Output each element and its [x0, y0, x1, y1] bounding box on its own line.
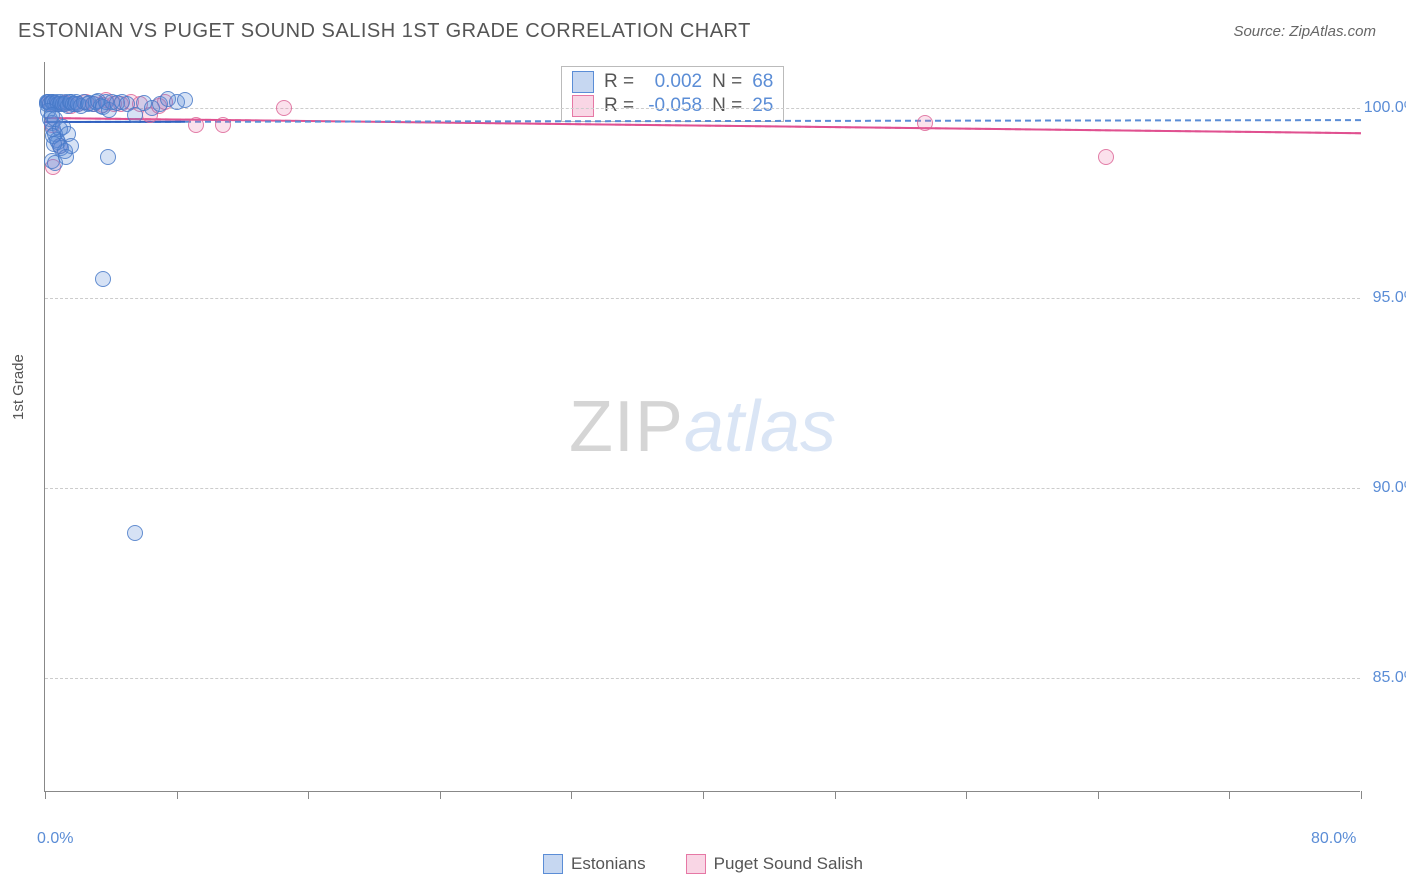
gridline [45, 298, 1360, 299]
n-value-puget: 25 [752, 95, 773, 117]
y-tick-label: 85.0% [1373, 669, 1406, 687]
watermark-atlas: atlas [684, 387, 836, 467]
gridline [45, 678, 1360, 679]
data-point [58, 149, 74, 165]
data-point [917, 115, 933, 131]
data-point [276, 100, 292, 116]
x-tick [1098, 791, 1099, 799]
gridline [45, 488, 1360, 489]
x-tick [45, 791, 46, 799]
x-tick [1361, 791, 1362, 799]
data-point [100, 149, 116, 165]
chart-plot-area: ZIPatlas R = 0.002 N = 68 R = -0.058 N =… [44, 62, 1360, 792]
r-value-estonians: 0.002 [644, 71, 702, 93]
data-point [1098, 149, 1114, 165]
y-tick-label: 100.0% [1364, 99, 1406, 117]
r-label: R = [604, 71, 634, 93]
n-value-estonians: 68 [752, 71, 773, 93]
legend-label-estonians: Estonians [571, 854, 646, 874]
r-label: R = [604, 95, 634, 117]
source-label: Source: ZipAtlas.com [1233, 23, 1376, 40]
legend-item-puget: Puget Sound Salish [686, 854, 863, 874]
swatch-blue-icon [572, 71, 594, 93]
n-label: N = [712, 71, 742, 93]
x-tick [177, 791, 178, 799]
data-point [177, 92, 193, 108]
stats-legend: R = 0.002 N = 68 R = -0.058 N = 25 [561, 66, 784, 122]
swatch-pink-icon [572, 95, 594, 117]
y-tick-label: 90.0% [1373, 479, 1406, 497]
x-tick [571, 791, 572, 799]
stats-row-puget: R = -0.058 N = 25 [572, 95, 773, 117]
chart-title: ESTONIAN VS PUGET SOUND SALISH 1ST GRADE… [18, 20, 751, 43]
x-tick [440, 791, 441, 799]
legend-swatch-pink-icon [686, 854, 706, 874]
data-point [188, 117, 204, 133]
data-point [95, 271, 111, 287]
legend-label-puget: Puget Sound Salish [714, 854, 863, 874]
y-tick-label: 95.0% [1373, 289, 1406, 307]
r-value-puget: -0.058 [644, 95, 702, 117]
watermark-zip: ZIP [569, 387, 684, 467]
legend-swatch-blue-icon [543, 854, 563, 874]
gridline [45, 108, 1360, 109]
watermark: ZIPatlas [569, 386, 836, 468]
x-tick [835, 791, 836, 799]
x-tick [308, 791, 309, 799]
x-tick [966, 791, 967, 799]
x-tick [1229, 791, 1230, 799]
data-point [215, 117, 231, 133]
bottom-legend: Estonians Puget Sound Salish [0, 854, 1406, 874]
data-point [127, 525, 143, 541]
x-tick [703, 791, 704, 799]
data-point [46, 136, 62, 152]
y-axis-label: 1st Grade [10, 354, 27, 420]
x-tick-label: 80.0% [1311, 830, 1356, 848]
n-label: N = [712, 95, 742, 117]
stats-row-estonians: R = 0.002 N = 68 [572, 71, 773, 93]
legend-item-estonians: Estonians [543, 854, 646, 874]
x-tick-label: 0.0% [37, 830, 73, 848]
